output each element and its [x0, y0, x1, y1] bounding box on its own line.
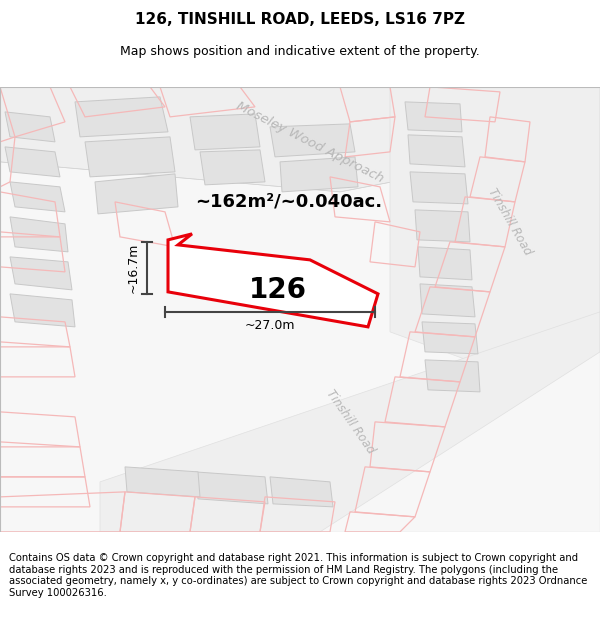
- Polygon shape: [190, 114, 260, 150]
- Polygon shape: [195, 472, 268, 504]
- Text: ~27.0m: ~27.0m: [245, 319, 295, 332]
- Text: ~16.7m: ~16.7m: [127, 242, 139, 293]
- Polygon shape: [100, 312, 600, 532]
- Polygon shape: [420, 284, 475, 317]
- Text: Contains OS data © Crown copyright and database right 2021. This information is : Contains OS data © Crown copyright and d…: [9, 553, 587, 598]
- Text: Tinshill Road: Tinshill Road: [323, 388, 377, 456]
- Polygon shape: [168, 234, 378, 327]
- Polygon shape: [408, 135, 465, 167]
- Polygon shape: [10, 182, 65, 212]
- Polygon shape: [390, 87, 600, 372]
- Polygon shape: [95, 174, 178, 214]
- Polygon shape: [270, 124, 355, 157]
- Text: Tinshill Road: Tinshill Road: [485, 186, 535, 258]
- Polygon shape: [405, 102, 462, 132]
- Polygon shape: [10, 217, 68, 252]
- Polygon shape: [85, 137, 175, 177]
- Polygon shape: [200, 150, 265, 185]
- Polygon shape: [5, 147, 60, 177]
- Polygon shape: [425, 360, 480, 392]
- Text: Map shows position and indicative extent of the property.: Map shows position and indicative extent…: [120, 45, 480, 58]
- Polygon shape: [280, 157, 358, 192]
- Polygon shape: [422, 322, 478, 354]
- Polygon shape: [125, 467, 200, 497]
- Polygon shape: [0, 87, 600, 192]
- Text: ~162m²/~0.040ac.: ~162m²/~0.040ac.: [195, 193, 382, 211]
- Polygon shape: [418, 247, 472, 280]
- Polygon shape: [75, 97, 168, 137]
- Polygon shape: [5, 112, 55, 142]
- Polygon shape: [0, 87, 600, 532]
- Text: 126: 126: [249, 276, 307, 304]
- Polygon shape: [10, 294, 75, 327]
- Polygon shape: [410, 172, 468, 204]
- Polygon shape: [270, 477, 333, 507]
- Polygon shape: [415, 210, 470, 242]
- Text: 126, TINSHILL ROAD, LEEDS, LS16 7PZ: 126, TINSHILL ROAD, LEEDS, LS16 7PZ: [135, 12, 465, 27]
- Text: Moseley Wood Approach: Moseley Wood Approach: [234, 99, 386, 185]
- Polygon shape: [10, 257, 72, 290]
